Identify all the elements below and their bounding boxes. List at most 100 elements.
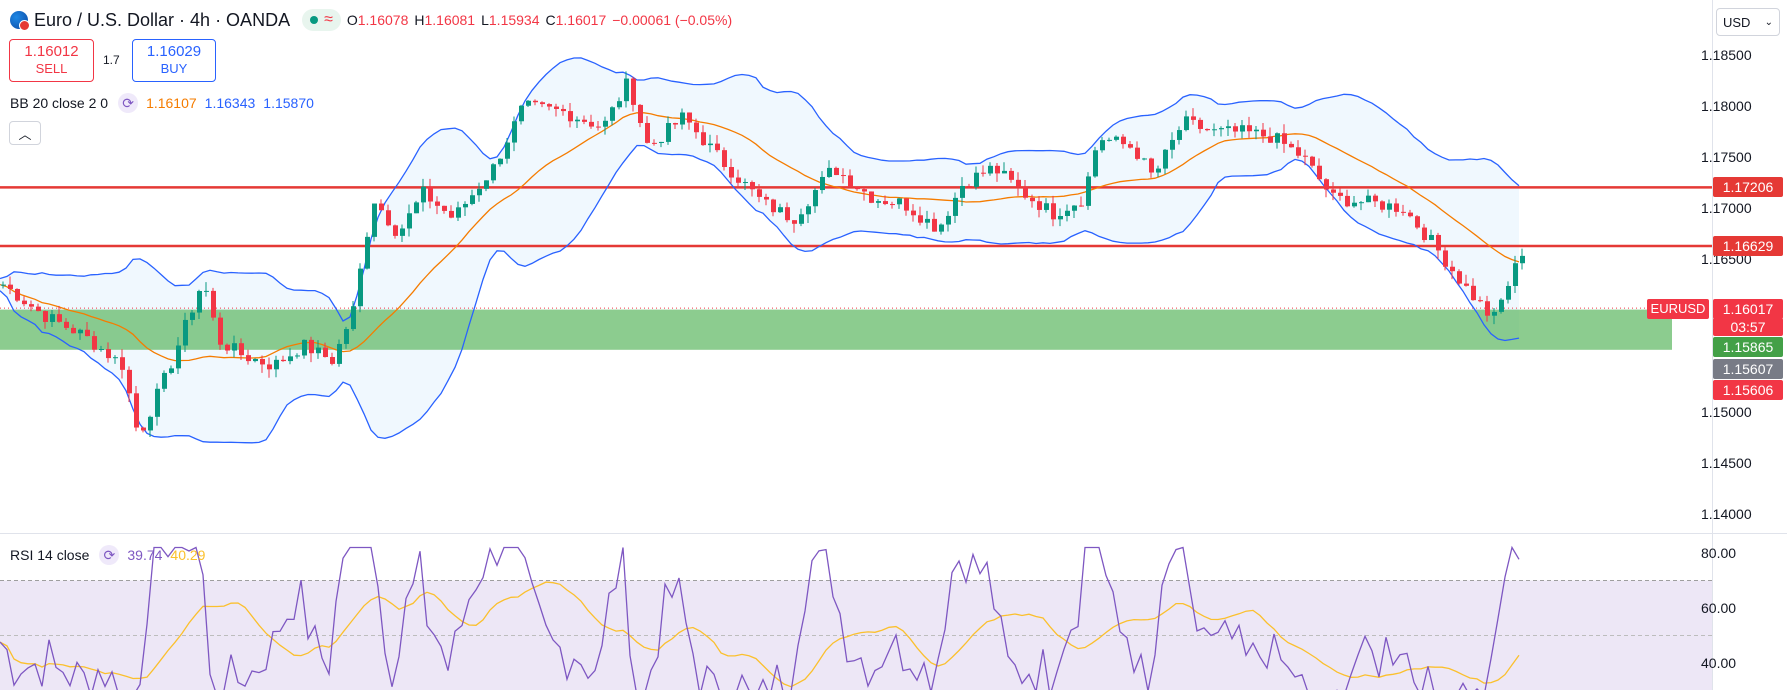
candle-body	[778, 207, 783, 213]
candle-body	[1275, 133, 1280, 143]
rsi-axis-label: 60.00	[1701, 600, 1737, 616]
candle-body	[925, 218, 930, 223]
candle-body	[309, 339, 314, 354]
price-axis-label: 1.18000	[1701, 98, 1752, 114]
sell-button[interactable]: 1.16012 SELL	[9, 39, 94, 82]
buy-button[interactable]: 1.16029 BUY	[132, 39, 216, 82]
candle-body	[589, 121, 594, 127]
candle-body	[813, 190, 818, 207]
lower-level-price-tag[interactable]: 1.16629	[1713, 236, 1783, 256]
rsi-pane-separator[interactable]	[0, 533, 1787, 534]
candle-body	[1485, 301, 1490, 316]
candle-body	[708, 143, 713, 146]
symbol-legend: Euro / U.S. Dollar · 4h · OANDA ≈ O 1.160…	[10, 9, 732, 31]
buy-price: 1.16029	[146, 43, 202, 60]
candle-body	[127, 369, 132, 394]
market-open-dot-icon	[310, 16, 319, 24]
candle-body	[155, 388, 160, 417]
candle-body	[113, 357, 118, 359]
candle-body	[624, 78, 629, 102]
candle-body	[631, 78, 636, 105]
candle-body	[1233, 126, 1238, 132]
candle-body	[617, 101, 622, 108]
candle-body	[330, 357, 335, 364]
upper-level-price-tag[interactable]: 1.17206	[1713, 177, 1783, 197]
candle-body	[36, 306, 41, 312]
bb-upper-value: 1.16343	[204, 95, 256, 111]
support-zone[interactable]	[0, 309, 1672, 350]
high-value: 1.16081	[424, 12, 476, 28]
symbol-title[interactable]: Euro / U.S. Dollar · 4h · OANDA	[34, 9, 291, 30]
candle-body	[1429, 234, 1434, 241]
rsi-line	[0, 545, 1520, 690]
candle-body	[848, 175, 853, 188]
collapse-legend-button[interactable]: ︿	[9, 121, 41, 145]
close-value: 1.16017	[555, 12, 607, 28]
candle-body	[568, 111, 573, 122]
sell-price: 1.16012	[24, 43, 79, 60]
zone-top-price-tag: 1.15865	[1713, 337, 1783, 357]
candle-body	[694, 122, 699, 133]
candle-body	[197, 291, 202, 313]
chevron-down-icon: ⌄	[1764, 16, 1773, 28]
candle-body	[1002, 170, 1007, 174]
candle-body	[1338, 192, 1343, 196]
candle-body	[435, 201, 440, 206]
candle-body	[547, 104, 552, 107]
candle-body	[1016, 179, 1021, 187]
candle-body	[974, 172, 979, 187]
candle-body	[491, 164, 496, 181]
candle-body	[1135, 147, 1140, 159]
candle-body	[456, 207, 461, 218]
price-axis-label: 1.15000	[1701, 404, 1752, 420]
candle-body	[449, 210, 454, 218]
candle-body	[351, 306, 356, 330]
candle-body	[1086, 176, 1091, 206]
candle-body	[680, 112, 685, 125]
candle-body	[295, 355, 300, 357]
candle-body	[764, 196, 769, 200]
candle-body	[1296, 147, 1301, 156]
candle-body	[1044, 203, 1049, 210]
candle-body	[176, 345, 181, 369]
candle-body	[1219, 128, 1224, 130]
refresh-icon[interactable]: ⟳	[118, 93, 139, 113]
candle-body	[1058, 215, 1063, 220]
zone-bottom-price-tag: 1.15607	[1713, 359, 1783, 379]
rsi-refresh-icon[interactable]: ⟳	[99, 545, 120, 565]
candle-body	[393, 225, 398, 236]
candle-body	[1289, 143, 1294, 148]
candle-body	[561, 108, 566, 112]
candle-body	[995, 165, 1000, 174]
candle-body	[162, 372, 167, 389]
candle-body	[582, 119, 587, 122]
candle-body	[834, 167, 839, 176]
open-value: 1.16078	[357, 12, 409, 28]
candle-body	[575, 119, 580, 122]
euro-dollar-flag-icon[interactable]	[10, 11, 30, 31]
candle-body	[1156, 168, 1161, 173]
candle-body	[1100, 140, 1105, 151]
currency-select[interactable]: USD ⌄	[1716, 8, 1780, 36]
candle-body	[1422, 227, 1427, 241]
rsi-indicator-name[interactable]: RSI 14 close	[10, 547, 90, 563]
candle-body	[1317, 165, 1322, 180]
candle-body	[1387, 203, 1392, 210]
bb-indicator-name[interactable]: BB 20 close 2 0	[10, 95, 109, 111]
rsi-legend[interactable]: RSI 14 close ⟳ 39.74 40.29	[10, 545, 205, 565]
price-axis-label: 1.14500	[1701, 455, 1752, 471]
market-status-pill[interactable]: ≈	[302, 9, 341, 31]
candle-body	[701, 132, 706, 146]
rsi-ma-value: 40.29	[170, 547, 206, 563]
candle-body	[386, 210, 391, 226]
candle-body	[498, 158, 503, 165]
candle-body	[1030, 197, 1035, 202]
candle-body	[1268, 136, 1273, 143]
bb-legend[interactable]: BB 20 close 2 0 ⟳ 1.16107 1.16343 1.1587…	[10, 93, 314, 113]
candle-body	[1443, 250, 1448, 267]
candle-body	[526, 100, 531, 106]
bb-basis-line	[0, 112, 1520, 362]
buy-label: BUY	[160, 61, 188, 76]
candle-body	[281, 359, 286, 362]
